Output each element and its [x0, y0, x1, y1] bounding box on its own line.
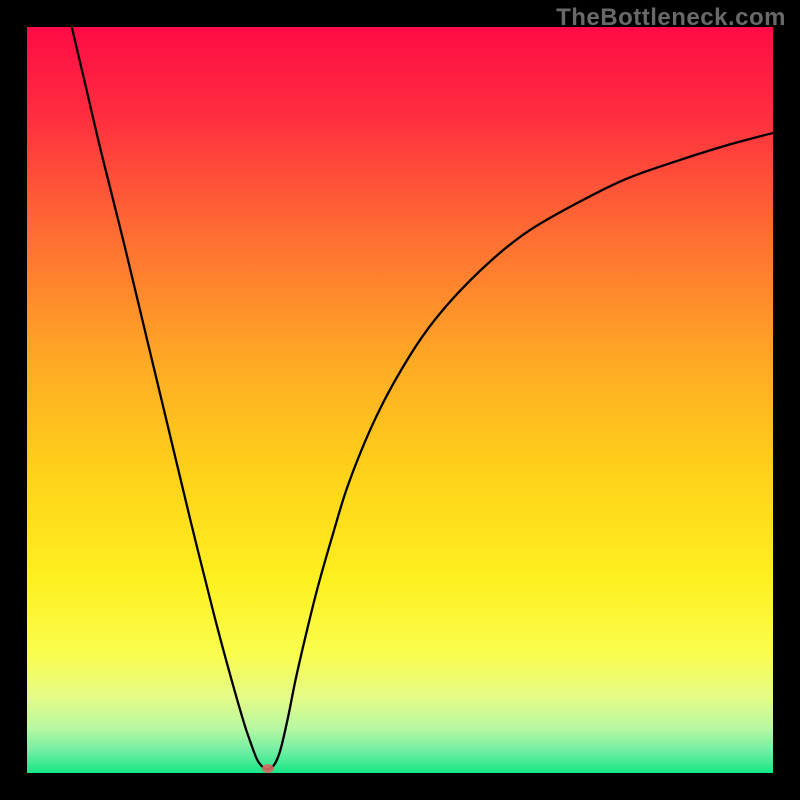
optimum-marker — [262, 764, 274, 773]
plot-area — [27, 27, 773, 773]
bottleneck-curve — [72, 27, 773, 769]
curve-layer — [27, 27, 773, 773]
chart-frame: TheBottleneck.com — [0, 0, 800, 800]
